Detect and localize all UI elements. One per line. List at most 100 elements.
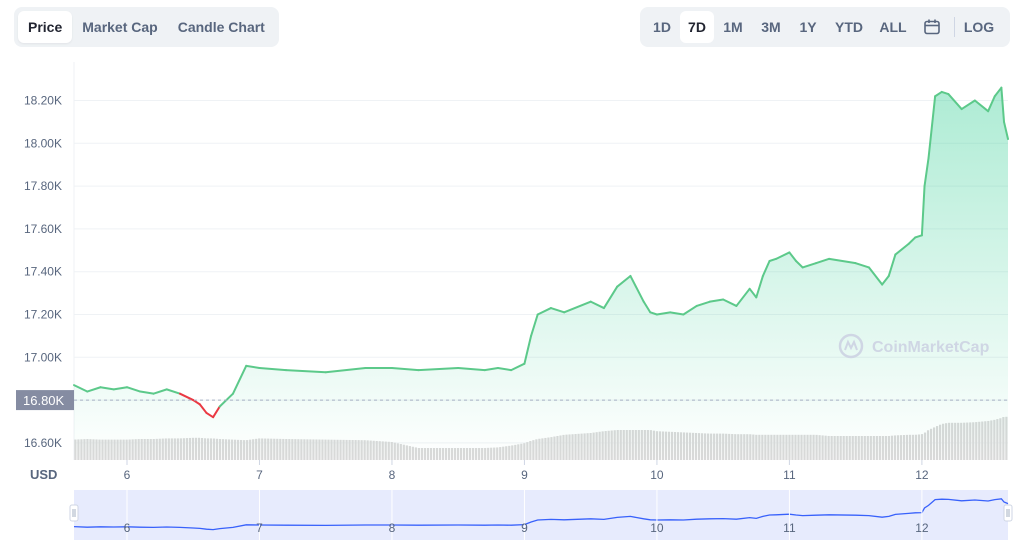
price-line-segment (748, 287, 758, 299)
price-line-segment (788, 251, 798, 262)
price-line-segment (993, 86, 1003, 98)
price-line-segment (735, 287, 751, 307)
time-range-selector: 1D 7D 1M 3M 1Y YTD ALL LOG (640, 7, 1010, 47)
price-line-segment (549, 307, 566, 314)
price-line-segment (761, 260, 771, 277)
price-line-segment (212, 405, 221, 419)
y-tick-label: 16.60K (24, 436, 62, 450)
price-line-segment (536, 307, 552, 316)
price-line-segment (523, 334, 533, 365)
price-line-segment (205, 411, 215, 419)
navigator-tick-label: 12 (915, 521, 929, 535)
price-line-segment (669, 311, 685, 316)
price-line-segment (649, 311, 658, 316)
navigator-handle-right[interactable] (1003, 504, 1013, 522)
tab-candle-chart[interactable]: Candle Chart (177, 19, 265, 35)
range-1y-button[interactable]: 1Y (799, 19, 817, 35)
price-line-segment (73, 384, 89, 393)
calendar-icon[interactable] (914, 11, 950, 43)
price-line-segment (642, 300, 652, 314)
x-tick-label: 8 (389, 468, 396, 482)
navigator-tick-label: 6 (124, 521, 131, 535)
x-tick-label: 11 (783, 468, 796, 482)
range-1d-button[interactable]: 1D (653, 19, 671, 35)
price-line-segment (231, 364, 248, 395)
price-line-segment (722, 298, 738, 307)
price-line-segment (801, 262, 817, 269)
x-tick-label: 10 (650, 468, 664, 482)
reference-label: 16.80K (23, 393, 65, 408)
price-line-segment (881, 274, 890, 286)
price-line-segment (682, 304, 698, 316)
price-line-segment (457, 366, 486, 372)
y-tick-label: 17.00K (24, 350, 62, 364)
price-line-segment (887, 253, 897, 277)
price-line-segment (417, 366, 460, 372)
price-line-segment (1003, 120, 1009, 141)
price-line-segment (934, 90, 943, 98)
price-line-segment (198, 403, 208, 414)
price-line-segment (99, 386, 115, 391)
coinmarketcap-watermark: CoinMarketCap (838, 333, 990, 359)
y-tick-label: 18.20K (24, 94, 62, 108)
price-line-segment (602, 285, 619, 310)
price-line-segment (178, 392, 195, 402)
range-navigator[interactable]: 6 7 8 9 10 11 12 (69, 490, 1013, 540)
price-line-segment (616, 274, 632, 288)
navigator-tick-label: 7 (256, 521, 263, 535)
navigator-handle-left[interactable] (69, 504, 79, 522)
price-line-segment (530, 313, 539, 337)
price-line-segment (987, 95, 996, 113)
log-scale-button[interactable]: LOG (963, 19, 995, 35)
x-tick-label: 7 (256, 468, 263, 482)
price-line-segment (914, 234, 923, 239)
price-line-segment (496, 366, 513, 372)
price-line-segment (1000, 86, 1006, 123)
tab-price[interactable]: Price (18, 11, 73, 43)
navigator-line (73, 498, 1009, 531)
price-line-segment (708, 298, 725, 303)
price-line-segment (510, 362, 526, 372)
range-3m-button[interactable]: 3M (761, 19, 781, 35)
x-tick-label: 12 (915, 468, 929, 482)
price-line-segment (775, 251, 791, 260)
range-ytd-button[interactable]: YTD (835, 19, 863, 35)
price-line-segment (245, 364, 261, 369)
price-line-segment (390, 366, 420, 372)
x-tick-label: 6 (124, 468, 131, 482)
price-line-segment (973, 99, 990, 113)
navigator-tick-label: 10 (650, 521, 664, 535)
tab-market-cap[interactable]: Market Cap (82, 19, 158, 35)
price-line-segment (258, 366, 287, 372)
range-7d-button[interactable]: 7D (680, 11, 714, 43)
price-line-segment (86, 386, 102, 393)
price-line-segment (324, 366, 367, 374)
price-line-segment (923, 157, 930, 188)
price-line-segment (695, 300, 711, 307)
price-line-segment (960, 99, 976, 111)
price-line-segment (139, 390, 155, 395)
price-line-segment (947, 93, 963, 111)
price-line-segment (755, 274, 764, 299)
y-tick-label: 18.00K (24, 136, 62, 150)
y-tick-label: 17.20K (24, 307, 62, 321)
navigator-tick-label: 11 (783, 521, 796, 535)
navigator-tick-label: 9 (521, 521, 528, 535)
price-line-segment (940, 90, 950, 96)
price-line-segment (795, 260, 804, 269)
price-line-segment (152, 388, 168, 395)
reference-label-box (16, 390, 74, 411)
price-line-segment (125, 386, 142, 393)
price-line-segment (284, 369, 327, 374)
range-1m-button[interactable]: 1M (723, 19, 743, 35)
range-all-button[interactable]: ALL (879, 19, 907, 35)
price-line-segment (768, 257, 778, 262)
x-tick-label: 9 (521, 468, 528, 482)
price-line-segment (589, 300, 605, 310)
price-line-segment (165, 388, 181, 395)
price-line-segment (894, 242, 910, 256)
price-line-segment (920, 185, 926, 237)
navigator-tick-label: 8 (389, 521, 396, 535)
toolbar-divider (954, 17, 955, 37)
